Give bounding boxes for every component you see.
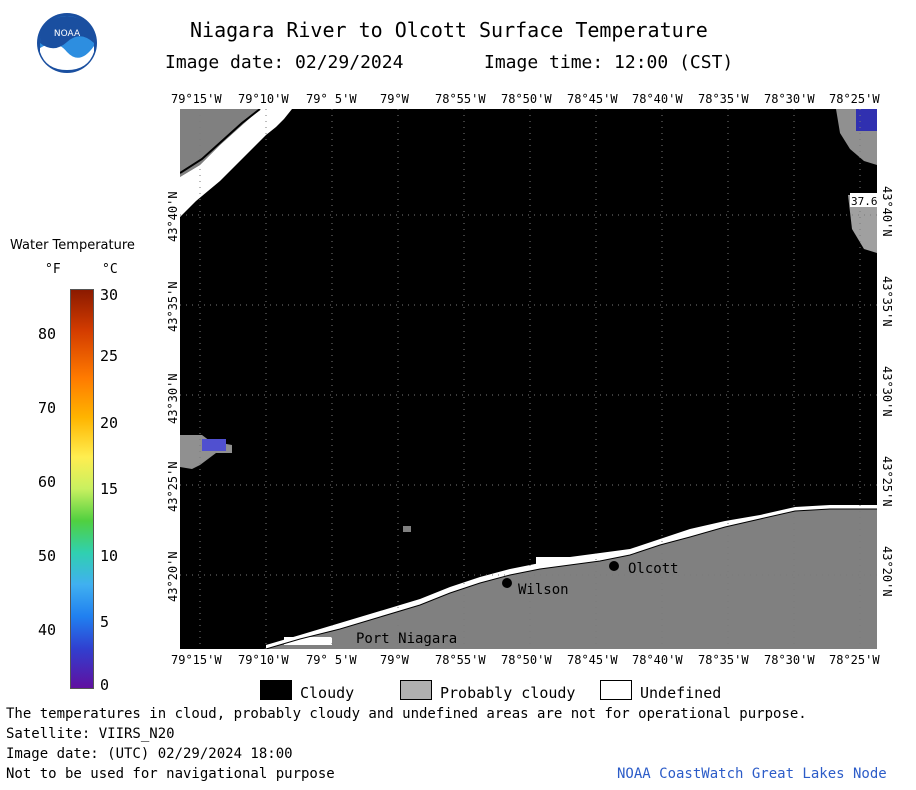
lon-label: 78°50'W — [501, 92, 552, 106]
lat-label: 43°20'N — [880, 546, 894, 597]
undefined-port-niagara — [284, 637, 332, 645]
f-tick: 80 — [38, 325, 57, 343]
temp-reading-box — [850, 193, 877, 207]
footer-utc-date: Image date: (UTC) 02/29/2024 18:00 — [6, 746, 293, 762]
lon-label: 79°15'W — [171, 653, 222, 667]
lon-label: 79°10'W — [238, 653, 289, 667]
c-tick: 15 — [100, 480, 119, 498]
colorbar-title: Water Temperature — [10, 238, 135, 253]
undefined-olcott-bay — [536, 557, 572, 565]
lon-label: 78°40'W — [632, 653, 683, 667]
c-tick: 20 — [100, 414, 119, 432]
image-date: Image date: 02/29/2024 — [165, 52, 404, 73]
lat-label: 43°40'N — [880, 186, 894, 237]
footer-disclaimer: The temperatures in cloud, probably clou… — [6, 706, 807, 722]
wilson-marker — [502, 578, 512, 588]
temp-reading-label: 37.6 — [851, 195, 877, 208]
lon-label: 78°35'W — [698, 653, 749, 667]
shore-line-north — [180, 109, 261, 174]
f-tick: 40 — [38, 621, 57, 639]
footer-credit: NOAA CoastWatch Great Lakes Node — [617, 766, 887, 782]
f-tick: 50 — [38, 547, 57, 565]
lon-label: 78°30'W — [764, 653, 815, 667]
colorbar — [70, 289, 94, 689]
warm-water-west — [202, 439, 226, 451]
lat-label: 43°35'N — [880, 276, 894, 327]
shore-line-south — [265, 508, 877, 649]
coastal-patch-east-lower — [848, 195, 877, 253]
legend-swatch-probably-cloudy — [400, 680, 432, 700]
lon-label: 78°50'W — [501, 653, 552, 667]
lon-label: 79°15'W — [171, 92, 222, 106]
c-tick: 0 — [100, 676, 110, 694]
footer-nav-warning: Not to be used for navigational purpose — [6, 766, 335, 782]
temperature-map: Port Niagara Wilson Olcott 37.6 — [180, 109, 877, 649]
f-tick: 60 — [38, 473, 57, 491]
legend-label-probably-cloudy: Probably cloudy — [440, 684, 576, 702]
port-niagara-label: Port Niagara — [356, 631, 457, 647]
noaa-logo-text: NOAA — [54, 29, 81, 39]
lon-label: 78°30'W — [764, 92, 815, 106]
legend-swatch-cloudy — [260, 680, 292, 700]
c-tick: 5 — [100, 613, 110, 631]
lat-label: 43°25'N — [880, 456, 894, 507]
c-tick: 30 — [100, 286, 119, 304]
lon-label: 78°45'W — [567, 92, 618, 106]
lat-label: 43°20'N — [166, 551, 180, 602]
lon-label: 78°25'W — [829, 92, 880, 106]
warm-water-east-inner — [856, 109, 877, 131]
lat-label: 43°40'N — [166, 191, 180, 242]
lon-label: 78°45'W — [567, 653, 618, 667]
lon-label: 79°W — [380, 92, 409, 106]
lon-label: 78°55'W — [435, 92, 486, 106]
c-tick: 10 — [100, 547, 119, 565]
lon-label: 78°55'W — [435, 653, 486, 667]
lon-label: 78°40'W — [632, 92, 683, 106]
lon-label: 79°10'W — [238, 92, 289, 106]
lon-label: 78°25'W — [829, 653, 880, 667]
lon-label: 79° 5'W — [306, 92, 357, 106]
page-title: Niagara River to Olcott Surface Temperat… — [190, 18, 708, 42]
lat-label: 43°30'N — [880, 366, 894, 417]
lon-label: 78°35'W — [698, 92, 749, 106]
footer-satellite: Satellite: VIIRS_N20 — [6, 726, 175, 742]
olcott-label: Olcott — [628, 561, 679, 577]
legend-label-undefined: Undefined — [640, 684, 722, 702]
wilson-label: Wilson — [518, 582, 569, 598]
c-tick: 25 — [100, 347, 119, 365]
lon-label: 79° 5'W — [306, 653, 357, 667]
legend-swatch-undefined — [600, 680, 632, 700]
undefined-strip-north — [180, 109, 292, 217]
image-time: Image time: 12:00 (CST) — [484, 52, 734, 73]
land-us — [264, 509, 877, 649]
legend-label-cloudy: Cloudy — [300, 684, 355, 702]
f-tick: 70 — [38, 399, 57, 417]
lat-label: 43°25'N — [166, 461, 180, 512]
lon-label: 79°W — [380, 653, 409, 667]
noaa-logo: NOAA — [36, 12, 98, 74]
olcott-marker — [609, 561, 619, 571]
colorbar-unit-f: °F — [45, 262, 61, 277]
speck — [403, 526, 411, 532]
lat-label: 43°30'N — [166, 373, 180, 424]
lat-label: 43°35'N — [166, 281, 180, 332]
colorbar-unit-c: °C — [102, 262, 118, 277]
